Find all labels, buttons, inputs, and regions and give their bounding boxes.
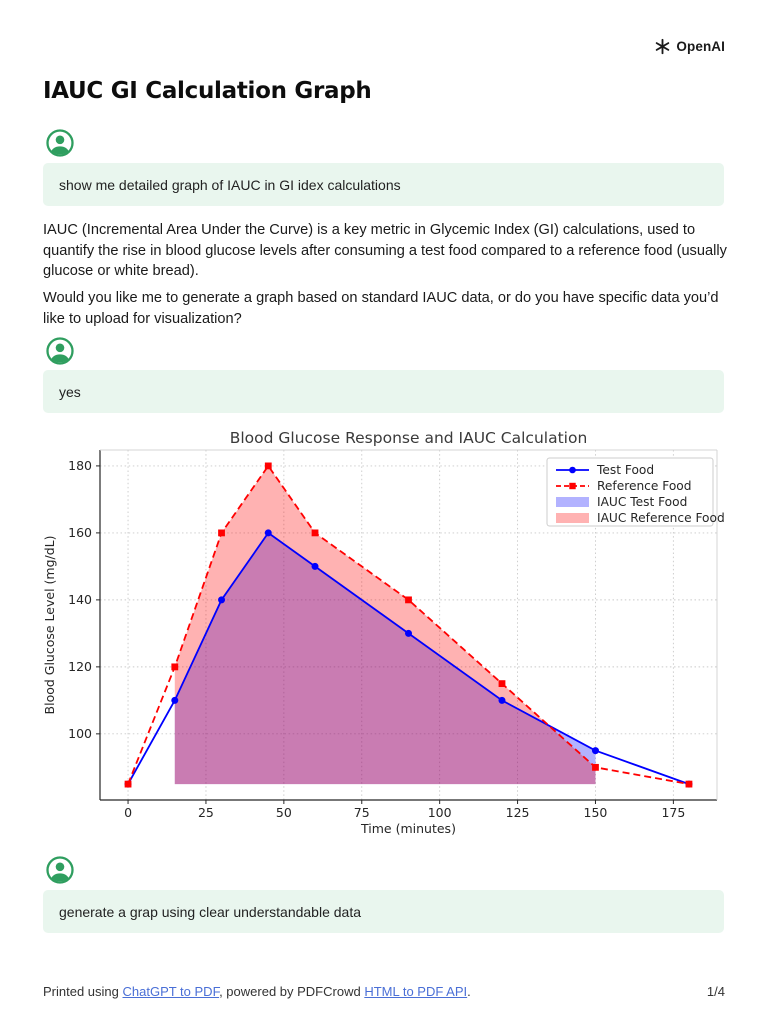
y-tick-label: 160	[68, 525, 92, 540]
x-axis-label: Time (minutes)	[360, 821, 456, 836]
legend-label: IAUC Reference Food	[597, 511, 725, 525]
user-message-2-text: yes	[59, 383, 81, 400]
marker-circle	[498, 696, 506, 704]
user-icon	[46, 337, 74, 365]
footer-prefix: Printed using	[43, 984, 123, 999]
marker-circle	[218, 596, 226, 604]
footer-suffix: .	[467, 984, 471, 999]
x-tick-label: 75	[354, 805, 370, 820]
x-tick-label: 50	[276, 805, 292, 820]
marker-square	[264, 462, 272, 470]
marker-square	[311, 529, 319, 537]
marker-square	[124, 780, 132, 788]
user-message-3-text: generate a grap using clear understandab…	[59, 903, 361, 920]
fill-iauc-test-food	[174, 532, 596, 785]
openai-wordmark: OpenAI	[676, 39, 725, 54]
y-tick-label: 100	[68, 726, 92, 741]
marker-square	[592, 763, 599, 771]
html-to-pdf-api-link[interactable]: HTML to PDF API	[364, 984, 468, 999]
page-number: 1/4	[706, 984, 725, 999]
marker-square	[405, 596, 412, 604]
marker-circle	[591, 747, 599, 755]
y-axis-label: Blood Glucose Level (mg/dL)	[42, 536, 57, 715]
y-tick-label: 140	[68, 592, 92, 607]
user-message-1-text: show me detailed graph of IAUC in GI ide…	[59, 176, 401, 193]
marker-circle	[171, 696, 179, 704]
chart-canvas: 0 25 50 75 100 125 150 175 100 120 140 160 180 Time (…	[42, 429, 725, 836]
x-tick-label: 175	[661, 805, 685, 820]
assistant-paragraph-2: Would you like me to generate a graph ba…	[43, 290, 719, 327]
user-message-3: generate a grap using clear understandab…	[43, 890, 724, 933]
legend-label: Test Food	[596, 463, 654, 477]
footer-middle: , powered by PDFCrowd	[219, 984, 365, 999]
legend-label: IAUC Test Food	[597, 495, 687, 509]
user-avatar	[46, 129, 74, 157]
y-tick-label: 180	[68, 458, 92, 473]
chatgpt-to-pdf-link[interactable]: ChatGPT to PDF	[122, 984, 220, 999]
x-tick-label: 150	[584, 805, 608, 820]
fill-iauc-reference-food	[174, 465, 596, 785]
footer-credit: Printed using ChatGPT to PDF, powered by…	[43, 984, 471, 999]
x-tick-label: 25	[198, 805, 214, 820]
marker-square	[218, 529, 225, 537]
openai-logo: OpenAI	[654, 38, 725, 55]
footer: Printed using ChatGPT to PDF, powered by…	[43, 984, 725, 999]
x-tick-label: 125	[506, 805, 530, 820]
blood-glucose-chart: 0 25 50 75 100 125 150 175 100 120 140 160 180 Time (…	[40, 428, 740, 848]
openai-icon	[656, 38, 670, 55]
user-icon	[46, 856, 74, 884]
y-tick-label: 120	[68, 659, 92, 674]
marker-square	[685, 780, 693, 788]
marker-circle	[405, 629, 412, 637]
assistant-paragraph-1: IAUC (Incremental Area Under the Curve) …	[43, 222, 727, 279]
marker-square	[498, 680, 506, 688]
x-tick-label: 100	[428, 805, 452, 820]
user-message-1: show me detailed graph of IAUC in GI ide…	[43, 163, 724, 206]
marker-square	[171, 663, 179, 671]
user-message-2: yes	[43, 370, 724, 413]
x-tick-label: 0	[124, 805, 132, 820]
legend-label: Reference Food	[597, 479, 691, 493]
chart-legend	[546, 457, 714, 527]
user-avatar	[46, 337, 74, 365]
chart-title: Blood Glucose Response and IAUC Calculat…	[230, 429, 588, 447]
page-title: IAUC GI Calculation Graph	[43, 78, 372, 104]
marker-circle	[264, 529, 272, 537]
user-avatar	[46, 856, 74, 884]
marker-circle	[311, 562, 319, 570]
user-icon	[46, 129, 74, 157]
